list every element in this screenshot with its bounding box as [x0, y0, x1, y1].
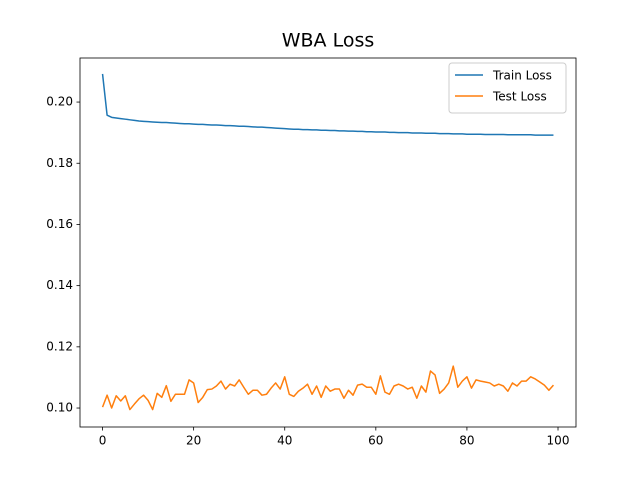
y-tick-label: 0.12: [46, 339, 73, 353]
y-tick-label: 0.16: [46, 217, 73, 231]
x-tick-label: 20: [186, 434, 201, 448]
x-tick-label: 60: [368, 434, 383, 448]
y-tick-label: 0.20: [46, 95, 73, 109]
axes-frame: [79, 57, 577, 428]
x-tick-label: 0: [99, 434, 107, 448]
x-tick-label: 100: [547, 434, 570, 448]
chart-title: WBA Loss: [282, 30, 375, 52]
y-tick-label: 0.10: [46, 401, 73, 415]
y-tick-label: 0.14: [46, 278, 73, 292]
line: [101, 73, 554, 136]
line: [101, 365, 555, 411]
legend-label: Test Loss: [492, 90, 547, 104]
legend-label: Train Loss: [492, 69, 552, 83]
y-tick-label: 0.18: [46, 156, 73, 170]
x-tick-label: 40: [277, 434, 292, 448]
x-tick-label: 80: [459, 434, 474, 448]
